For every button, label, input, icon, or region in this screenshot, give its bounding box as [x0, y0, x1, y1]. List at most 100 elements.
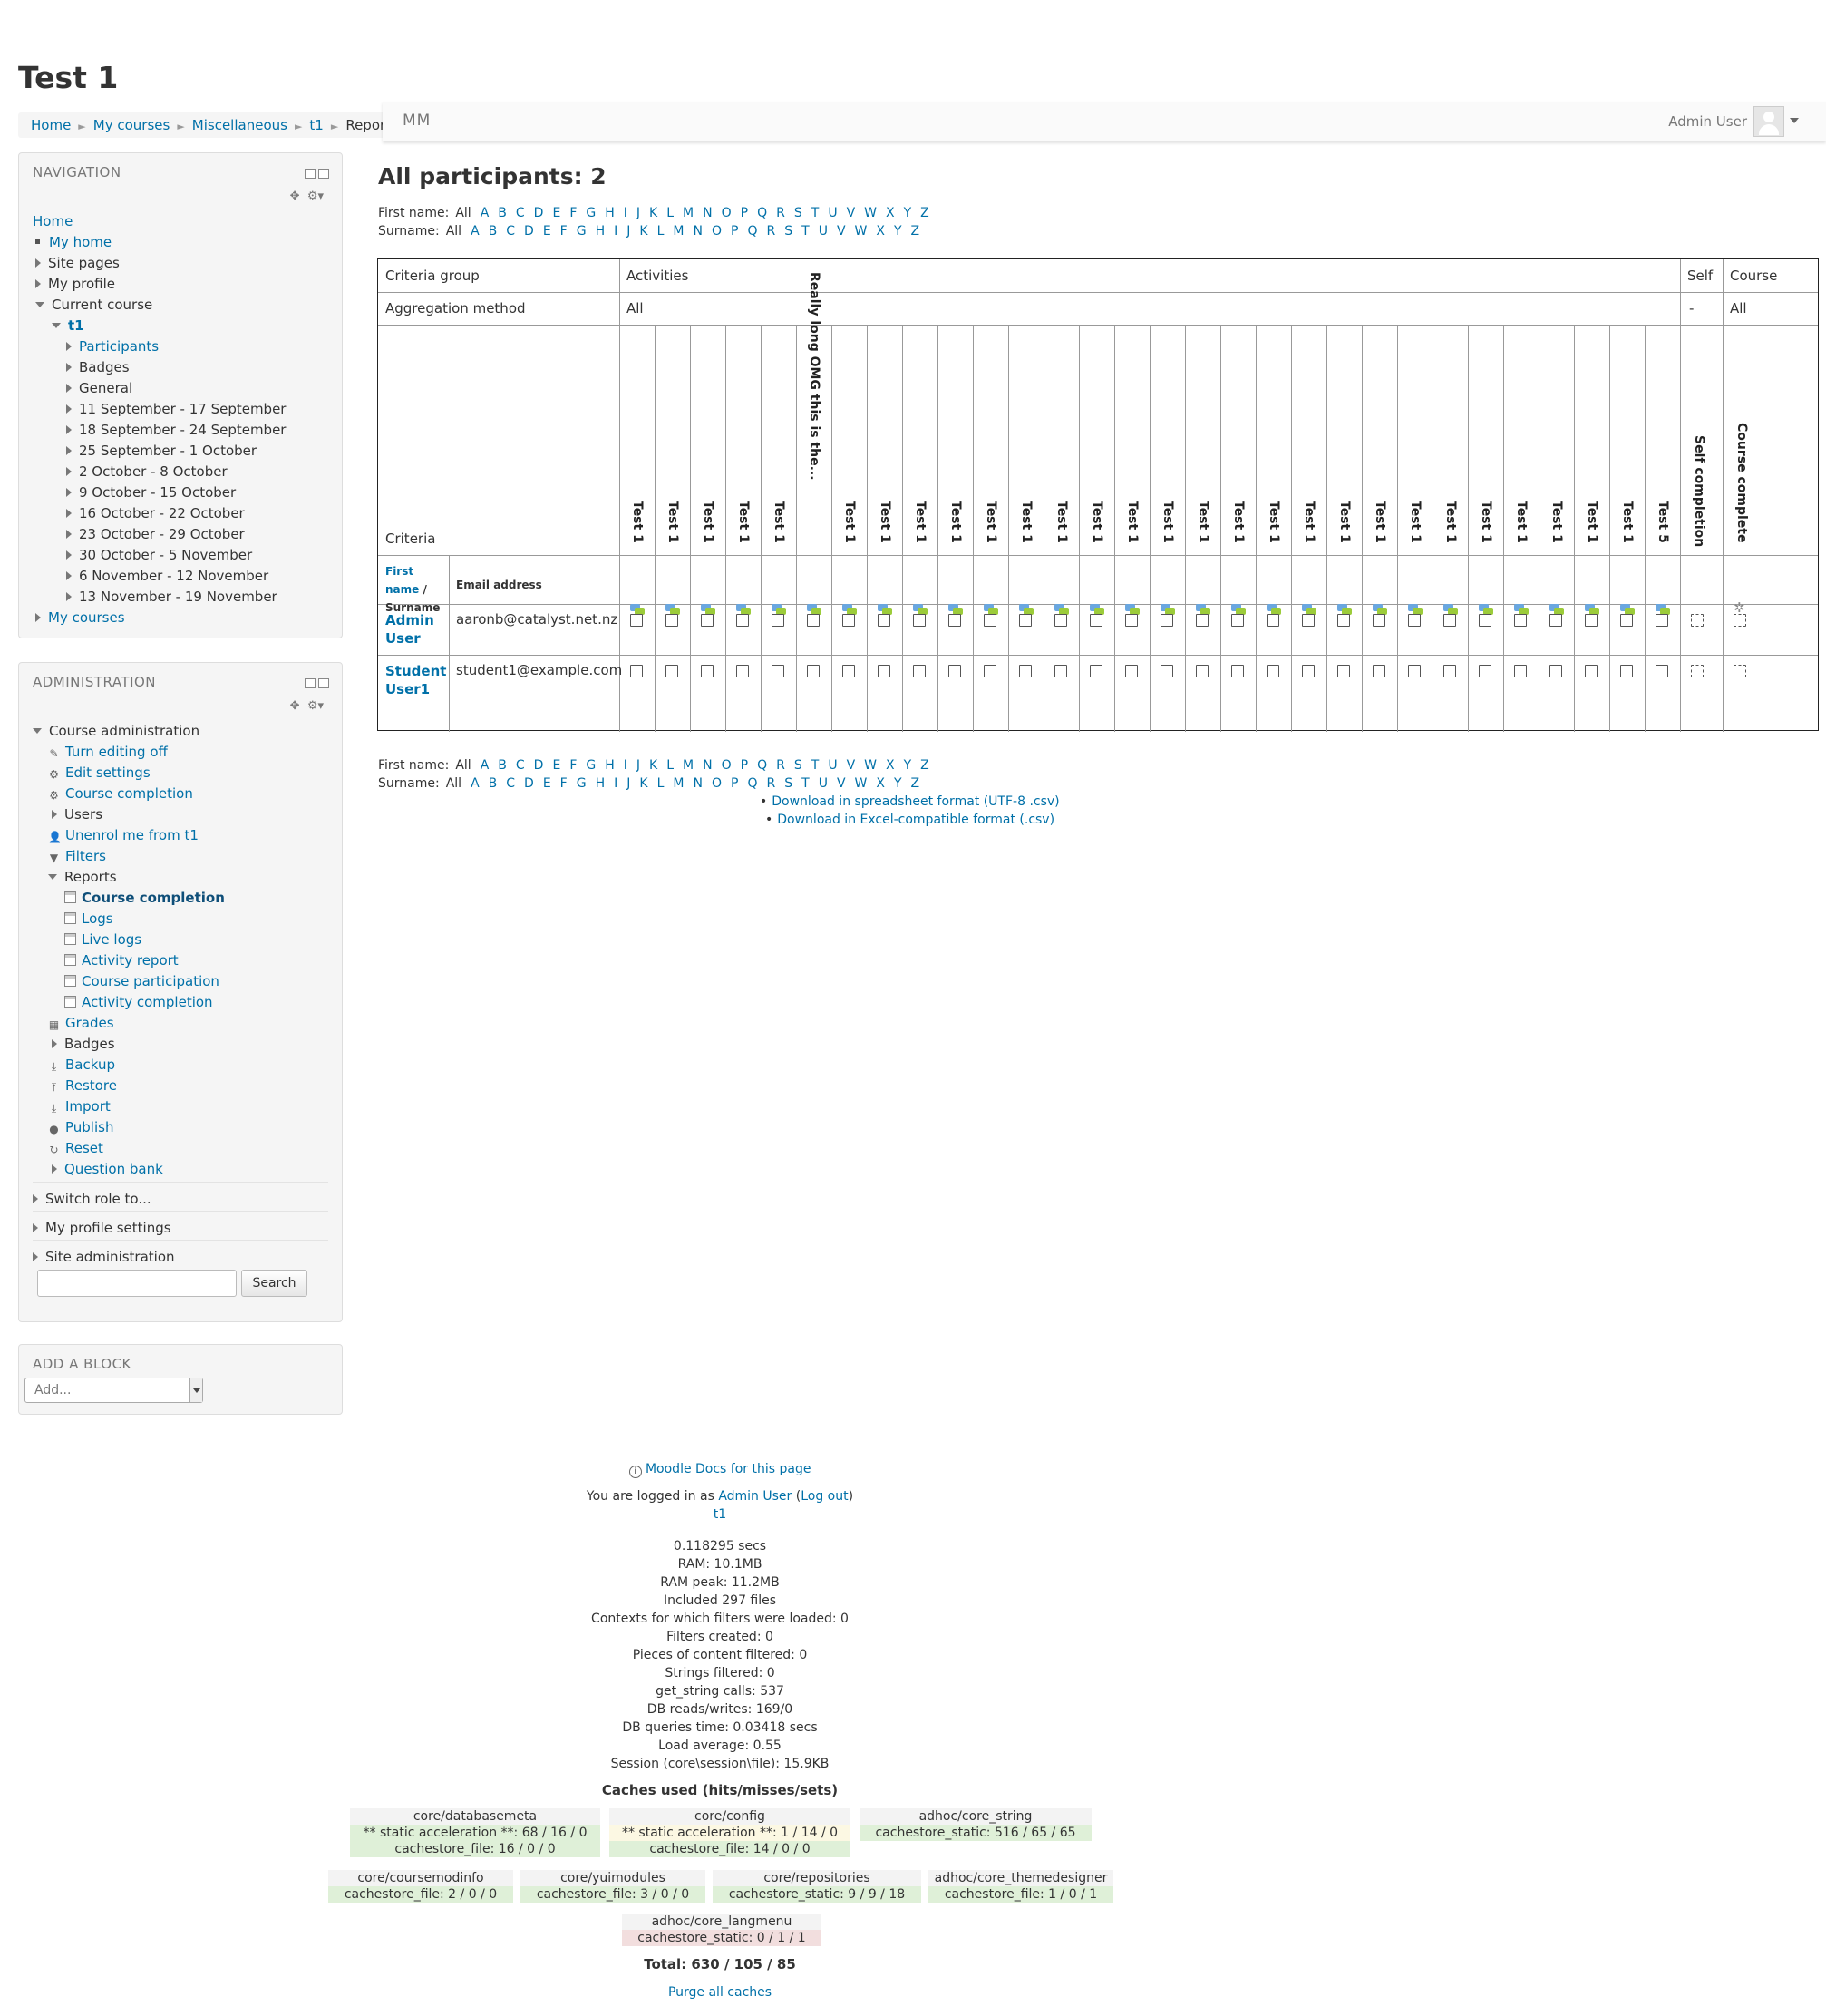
filter-all[interactable]: All [445, 224, 462, 239]
admin-item-filters[interactable]: ▼ Filters [48, 848, 106, 864]
filter-letter-n[interactable]: N [693, 776, 703, 791]
activity-header-26[interactable]: Test 1 [1514, 501, 1529, 543]
filter-letter-o[interactable]: O [721, 758, 732, 773]
filter-letter-e[interactable]: E [542, 776, 551, 791]
expand-icon[interactable] [66, 530, 72, 539]
filter-letter-f[interactable]: F [559, 776, 568, 791]
activity-header-24[interactable]: Test 1 [1443, 501, 1458, 543]
expand-icon[interactable] [52, 810, 57, 819]
filter-letter-v[interactable]: V [846, 758, 856, 773]
nav-item-label[interactable]: Participants [79, 338, 160, 355]
completion-checkbox[interactable] [1514, 665, 1527, 677]
completion-checkbox[interactable] [1267, 665, 1279, 677]
nav-item-13-november-19-november[interactable]: 13 November - 19 November [66, 589, 277, 605]
completion-checkbox[interactable] [1267, 614, 1279, 627]
nav-item-label[interactable]: My courses [48, 609, 125, 626]
admin-item-turn-editing-off[interactable]: ✎ Turn editing off [48, 744, 167, 760]
filter-letter-i[interactable]: I [614, 224, 618, 239]
admin-item-grades[interactable]: ▦ Grades [48, 1015, 114, 1031]
admin-item-label[interactable]: Live logs [82, 931, 142, 948]
activity-header-13[interactable]: Test 1 [1054, 501, 1069, 543]
filter-letter-m[interactable]: M [683, 758, 694, 773]
completion-checkbox[interactable] [1196, 614, 1209, 627]
dock-icon[interactable] [318, 678, 329, 688]
filter-letter-z[interactable]: Z [910, 224, 920, 239]
admin-item-label[interactable]: Publish [65, 1119, 114, 1135]
filter-letter-b[interactable]: B [488, 224, 498, 239]
activity-header-15[interactable]: Test 1 [1125, 501, 1140, 543]
admin-item-label[interactable]: Logs [82, 911, 113, 927]
admin-item-label[interactable]: Grades [65, 1015, 114, 1031]
chevron-down-icon[interactable] [1790, 118, 1799, 123]
filter-letter-v[interactable]: V [836, 224, 846, 239]
activity-header-2[interactable]: Test 1 [665, 501, 680, 543]
filter-letter-g[interactable]: G [576, 776, 587, 791]
filter-letter-f[interactable]: F [569, 206, 578, 220]
filter-all[interactable]: All [455, 206, 471, 220]
completion-checkbox[interactable] [842, 665, 855, 677]
filter-letter-n[interactable]: N [693, 224, 703, 239]
gear-icon[interactable]: ⚙▾ [306, 190, 324, 203]
admin-item-badges[interactable]: Badges [52, 1036, 115, 1052]
nav-item-18-september-24-september[interactable]: 18 September - 24 September [66, 422, 286, 438]
completion-checkbox[interactable] [807, 665, 820, 677]
completion-checkbox[interactable] [701, 665, 714, 677]
admin-search-button[interactable]: Search [241, 1270, 307, 1297]
filter-letter-j[interactable]: J [626, 776, 631, 791]
completion-checkbox[interactable] [1479, 614, 1491, 627]
admin-item-reports[interactable]: Reports [48, 869, 117, 885]
nav-item-my-home[interactable]: My home [35, 234, 112, 250]
admin-item-label[interactable]: Question bank [64, 1161, 163, 1177]
activity-header-6[interactable]: Really long OMG this is the... [807, 272, 821, 481]
expand-icon[interactable] [35, 613, 41, 622]
filter-letter-k[interactable]: K [649, 758, 658, 773]
breadcrumb-my-courses[interactable]: My courses [92, 117, 170, 133]
completion-checkbox[interactable] [665, 665, 678, 677]
completion-checkbox[interactable] [1585, 665, 1598, 677]
admin-item-label[interactable]: Backup [65, 1057, 115, 1073]
filter-letter-n[interactable]: N [703, 206, 713, 220]
completion-checkbox[interactable] [1620, 665, 1633, 677]
completion-checkbox[interactable] [948, 614, 961, 627]
filter-letter-t[interactable]: T [811, 758, 820, 773]
filter-letter-t[interactable]: T [801, 776, 810, 791]
expand-icon[interactable] [66, 592, 72, 601]
filter-letter-l[interactable]: L [666, 758, 675, 773]
completion-checkbox[interactable] [1479, 665, 1491, 677]
admin-item-publish[interactable]: ● Publish [48, 1119, 113, 1135]
expand-icon[interactable] [52, 1164, 57, 1174]
nav-item-home[interactable]: Home [33, 213, 73, 229]
filter-letter-z[interactable]: Z [920, 758, 929, 773]
admin-item-label[interactable]: Unenrol me from t1 [65, 827, 199, 843]
activity-header-11[interactable]: Test 1 [984, 501, 998, 543]
activity-header-25[interactable]: Test 1 [1479, 501, 1493, 543]
admin-item-course-participation[interactable]: Course participation [64, 973, 219, 989]
admin-item-import[interactable]: ⤓ Import [48, 1098, 111, 1115]
admin-item-users[interactable]: Users [52, 806, 102, 823]
filter-letter-h[interactable]: H [605, 758, 615, 773]
filter-letter-h[interactable]: H [605, 206, 615, 220]
completion-checkbox[interactable] [1443, 614, 1456, 627]
breadcrumb-t1[interactable]: t1 [309, 117, 324, 133]
activity-header-7[interactable]: Test 1 [842, 501, 857, 543]
collapse-icon[interactable] [305, 678, 316, 688]
expand-icon[interactable] [66, 384, 72, 393]
activity-header-18[interactable]: Test 1 [1231, 501, 1246, 543]
filter-letter-r[interactable]: R [766, 776, 776, 791]
activity-header-4[interactable]: Test 1 [736, 501, 751, 543]
completion-checkbox[interactable] [1090, 665, 1102, 677]
filter-letter-h[interactable]: H [595, 776, 606, 791]
filter-letter-t[interactable]: T [811, 206, 820, 220]
activity-header-1[interactable]: Test 1 [630, 501, 645, 543]
completion-checkbox[interactable] [1196, 665, 1209, 677]
activity-header-14[interactable]: Test 1 [1090, 501, 1104, 543]
completion-checkbox[interactable] [1054, 665, 1067, 677]
filter-letter-p[interactable]: P [740, 758, 749, 773]
admin-item-restore[interactable]: ⤒ Restore [48, 1077, 117, 1094]
activity-header-27[interactable]: Test 1 [1549, 501, 1564, 543]
filter-letter-d[interactable]: D [533, 758, 544, 773]
filter-letter-q[interactable]: Q [747, 224, 758, 239]
expand-icon[interactable] [35, 279, 41, 288]
admin-item-label[interactable]: Import [65, 1098, 111, 1115]
completion-checkbox[interactable] [878, 665, 890, 677]
